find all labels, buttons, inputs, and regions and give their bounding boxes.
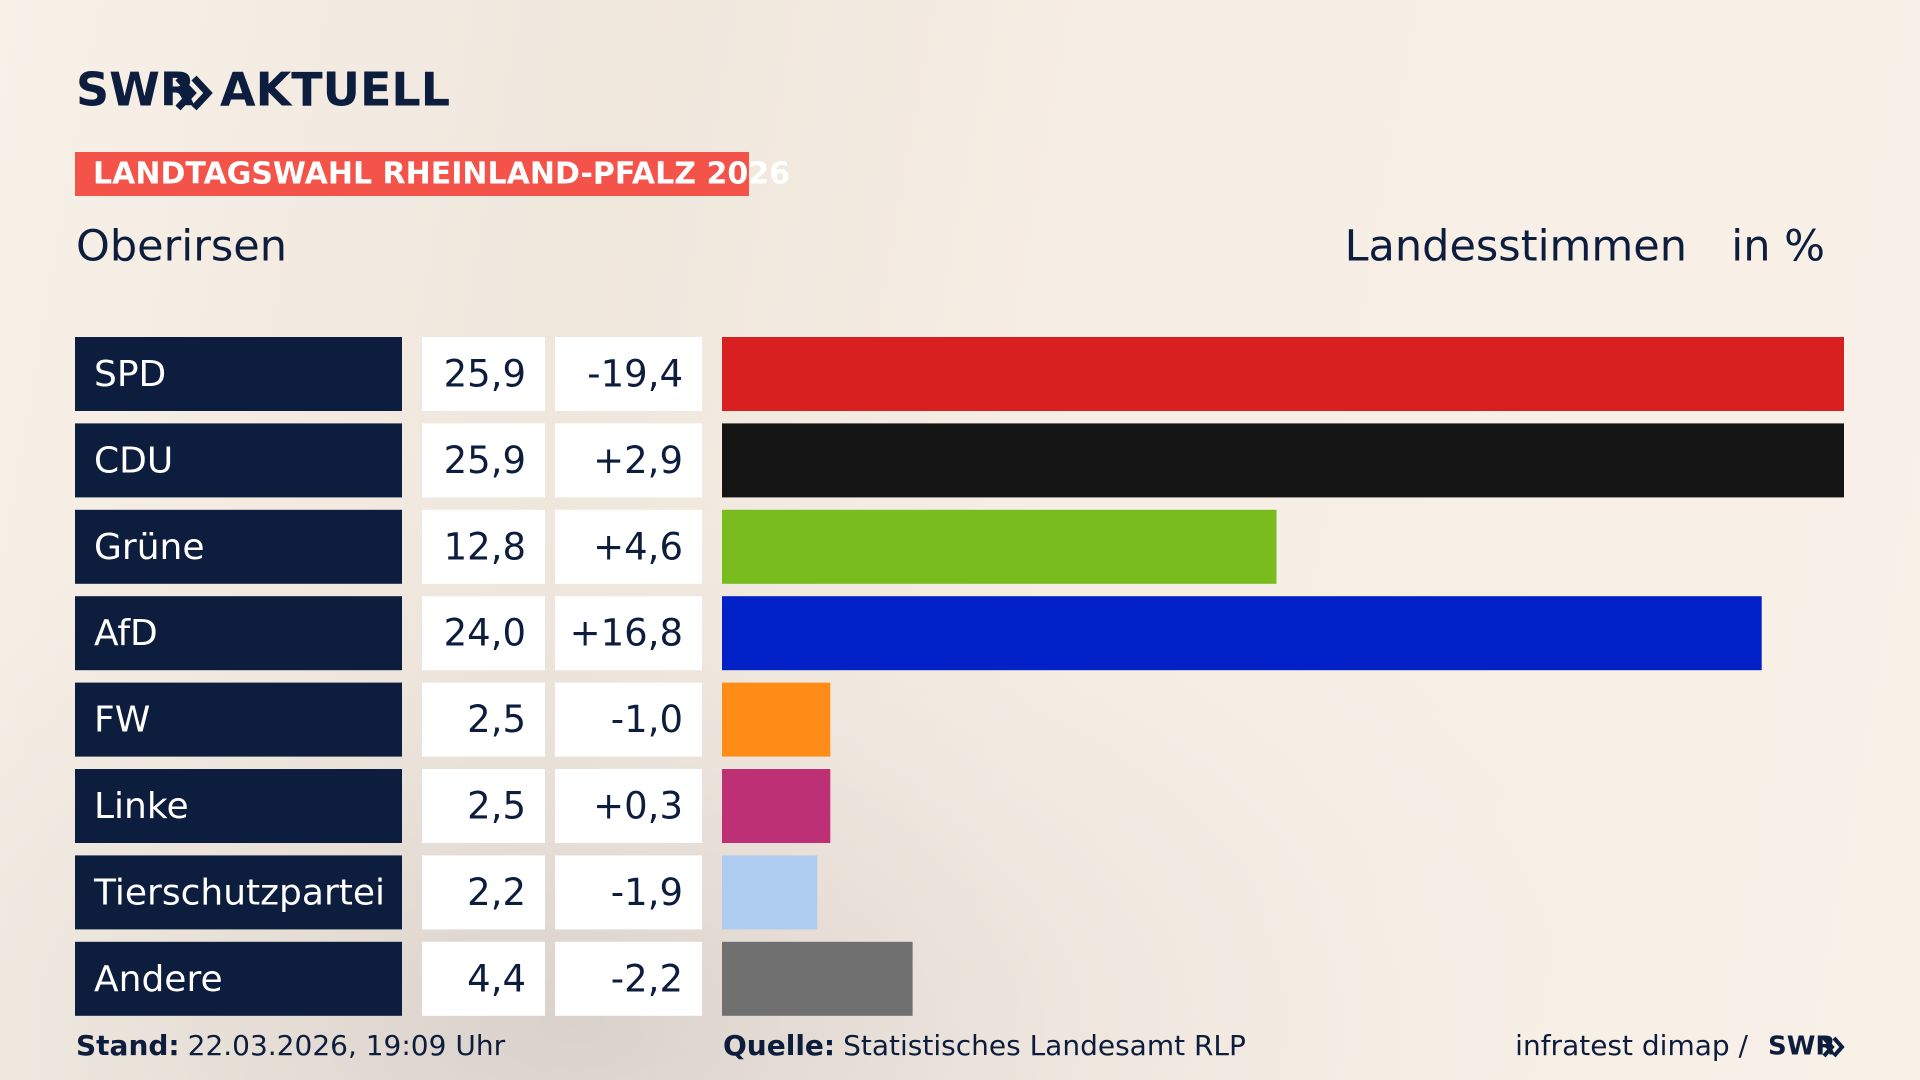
value-cell	[422, 509, 545, 584]
change-cell	[555, 769, 702, 843]
party-label: Tierschutzpartei	[93, 872, 385, 913]
credit-logo: SWR	[1768, 1032, 1835, 1062]
change-cell	[555, 941, 702, 1016]
bar	[722, 682, 831, 757]
value-label: 2,5	[467, 785, 526, 828]
value-cell	[422, 769, 545, 843]
value-cell	[422, 596, 545, 671]
change-cell	[555, 509, 702, 584]
party-box	[75, 855, 402, 930]
party-box	[75, 423, 402, 498]
bar	[722, 769, 831, 843]
party-box	[75, 337, 402, 411]
value-label: 2,2	[467, 871, 526, 914]
bar	[722, 337, 1844, 411]
change-cell	[555, 682, 702, 757]
bar	[722, 855, 818, 930]
change-label: +16,8	[570, 612, 683, 655]
value-cell	[422, 941, 545, 1016]
change-cell	[555, 596, 702, 671]
logo: SWR	[76, 63, 195, 117]
party-label: SPD	[94, 354, 166, 395]
measure-label: Landesstimmen	[1345, 222, 1687, 272]
party-label: FW	[94, 700, 150, 741]
party-label: AfD	[94, 613, 158, 654]
logo-chevrons	[175, 75, 213, 111]
value-label: 2,5	[467, 698, 526, 741]
bar	[722, 423, 1844, 498]
source-label: Quelle:	[723, 1029, 835, 1062]
bar	[722, 509, 1277, 584]
bar	[722, 596, 1762, 671]
change-cell	[555, 423, 702, 498]
bar	[722, 941, 913, 1016]
party-box	[75, 596, 402, 671]
party-label: CDU	[94, 440, 173, 481]
change-cell	[555, 337, 702, 411]
party-box	[75, 941, 402, 1016]
party-label: Andere	[94, 959, 223, 1000]
source: Statistisches Landesamt RLP	[843, 1029, 1246, 1062]
unit-label: in %	[1731, 222, 1825, 272]
party-label: Grüne	[94, 527, 204, 568]
rows: SPD 25,9 -19,4 CDU 25,9 +2,9 Grüne 12,8 +4,6 AfD 2…	[75, 337, 1844, 1016]
credit-chevrons	[1822, 1036, 1845, 1058]
stand-label: Stand:	[76, 1029, 180, 1062]
value-label: 12,8	[444, 525, 526, 568]
party-box	[75, 682, 402, 757]
change-label: -19,4	[587, 353, 683, 396]
change-label: +2,9	[593, 439, 683, 482]
footer-source: Quelle: Statistisches Landesamt RLP	[723, 1029, 1246, 1062]
value-label: 4,4	[467, 957, 526, 1000]
party-box	[75, 769, 402, 843]
party-label: Linke	[94, 786, 189, 827]
value-cell	[422, 337, 545, 411]
value-cell	[422, 855, 545, 930]
value-label: 25,9	[444, 439, 526, 482]
credit: infratest dimap /	[1515, 1029, 1748, 1062]
value-cell	[422, 682, 545, 757]
change-label: -1,0	[611, 698, 683, 741]
change-label: +4,6	[593, 525, 683, 568]
party-box	[75, 509, 402, 584]
change-cell	[555, 855, 702, 930]
change-label: -2,2	[611, 957, 683, 1000]
subtitle: Oberirsen	[76, 222, 287, 272]
value-label: 24,0	[444, 612, 526, 655]
title-badge	[75, 152, 749, 196]
stand: 22.03.2026, 19:09 Uhr	[188, 1029, 506, 1062]
logo-suffix: AKTUELL	[220, 63, 450, 117]
value-label: 25,9	[444, 353, 526, 396]
change-label: -1,9	[611, 871, 683, 914]
change-label: +0,3	[593, 785, 683, 828]
chart-title: LANDTAGSWAHL RHEINLAND-PFALZ 2026	[93, 157, 790, 192]
footer-stand: Stand: 22.03.2026, 19:09 Uhr	[76, 1029, 506, 1062]
value-cell	[422, 423, 545, 498]
